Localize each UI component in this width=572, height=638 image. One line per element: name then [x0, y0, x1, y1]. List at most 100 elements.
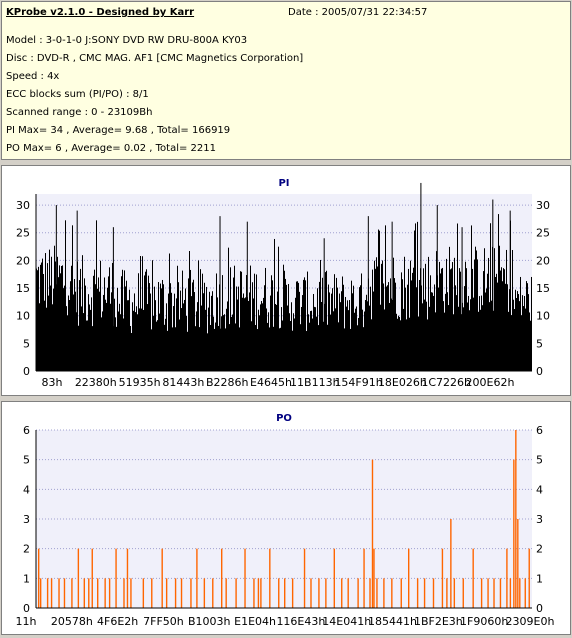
pi-bar	[381, 263, 382, 371]
pi-bar	[43, 273, 44, 371]
info-panel: KProbe v2.1.0 - Designed by Karr Date : …	[1, 1, 571, 160]
pi-bar	[216, 273, 217, 371]
pi-bar	[211, 295, 212, 371]
po-bar	[416, 578, 419, 608]
pi-bar	[251, 321, 252, 371]
pi-bar	[465, 261, 466, 371]
pi-bar	[117, 287, 118, 371]
pi-bar	[453, 314, 454, 371]
pi-bar	[244, 298, 245, 371]
pi-bar	[460, 271, 461, 371]
model-line: Model : 3-0-1-0 J:SONY DVD RW DRU-800A K…	[6, 35, 248, 46]
pi-bar	[44, 300, 45, 371]
pi-bar	[326, 270, 327, 371]
po-y-tick-left: 0	[23, 602, 30, 615]
pi-bar	[242, 297, 243, 371]
pi-bar	[353, 285, 354, 371]
pi-bar	[253, 298, 254, 371]
pi-bar	[488, 257, 489, 371]
pi-bar	[289, 313, 290, 371]
po-bar	[253, 578, 255, 608]
pi-bar	[345, 296, 346, 371]
po-x-tick-label: 185441h	[368, 615, 417, 628]
pi-bar	[431, 292, 432, 371]
pi-bar	[180, 290, 181, 371]
pi-bar	[37, 270, 38, 371]
pi-bar	[75, 291, 76, 371]
pi-bar	[304, 277, 305, 371]
pi-bar	[147, 304, 148, 371]
po-bar	[450, 519, 452, 608]
po-bar	[472, 548, 474, 608]
pi-bar	[515, 289, 516, 371]
pi-bar	[277, 291, 278, 371]
po-x-tick-label: 14E041h	[322, 615, 371, 628]
pi-bar	[169, 253, 170, 371]
pi-spike	[492, 199, 494, 371]
pi-bar	[506, 249, 507, 371]
pi-y-tick-left: 10	[16, 310, 30, 323]
pi-bar	[111, 292, 112, 371]
pi-bar	[143, 309, 144, 371]
pi-bar	[526, 281, 527, 371]
pi-bar	[222, 275, 223, 371]
pi-bar	[524, 296, 525, 371]
pi-bar	[281, 307, 282, 371]
pi-bar	[487, 273, 488, 371]
pi-bar	[78, 325, 79, 371]
pi-bar	[245, 297, 246, 371]
pi-bar	[148, 275, 149, 371]
pi-x-tick-label: 200E62h	[466, 376, 515, 389]
pi-bar	[379, 230, 380, 371]
pi-spike	[509, 210, 511, 371]
pi-bar	[62, 265, 63, 371]
pi-bar	[144, 275, 145, 371]
pi-bar	[347, 300, 348, 371]
pi-bar	[327, 324, 328, 371]
pi-bar	[66, 306, 67, 371]
pi-bar	[91, 297, 92, 371]
pi-bar	[520, 276, 521, 371]
pi-bar	[239, 327, 240, 371]
pi-bar	[88, 294, 89, 371]
pi-bar	[496, 273, 497, 371]
pi-bar	[295, 297, 296, 371]
pi-bar	[391, 298, 392, 371]
scan-date: Date : 2005/07/31 22:34:57	[288, 7, 428, 18]
pi-bar	[331, 293, 332, 371]
pi-bar	[498, 214, 499, 371]
pi-bar	[177, 265, 178, 371]
pi-bar	[521, 315, 522, 371]
pi-bar	[407, 284, 408, 371]
po-x-tick-label: 20578h	[51, 615, 93, 628]
pi-bar	[319, 281, 320, 371]
pi-y-tick-left: 0	[23, 365, 30, 378]
pi-bar	[166, 303, 167, 371]
pi-bar	[54, 245, 55, 371]
pi-bar	[89, 304, 90, 371]
po-bar	[83, 578, 86, 608]
po-y-tick-left: 3	[23, 513, 30, 526]
pi-bar	[491, 300, 492, 371]
po-y-tick-right: 3	[536, 513, 543, 526]
pi-bar	[60, 273, 61, 371]
po-bar	[333, 548, 335, 608]
pi-bar	[264, 285, 265, 371]
pi-bar	[238, 286, 239, 371]
pi-bar	[328, 284, 329, 371]
pi-bar	[271, 275, 272, 371]
pi-bar	[467, 302, 468, 371]
pi-bar	[408, 268, 409, 371]
pi-bar	[513, 299, 514, 371]
pi-bar	[234, 265, 235, 371]
pi-bar	[82, 255, 83, 371]
pi-bar	[396, 313, 397, 371]
pi-bar	[444, 312, 445, 371]
pi-bar	[373, 291, 374, 371]
pi-x-tick-label: B2286h	[206, 376, 249, 389]
po-bar	[174, 578, 177, 608]
pi-bar	[74, 279, 75, 371]
po-bar	[400, 578, 402, 608]
pi-bar	[83, 313, 84, 371]
pi-bar	[258, 309, 259, 371]
